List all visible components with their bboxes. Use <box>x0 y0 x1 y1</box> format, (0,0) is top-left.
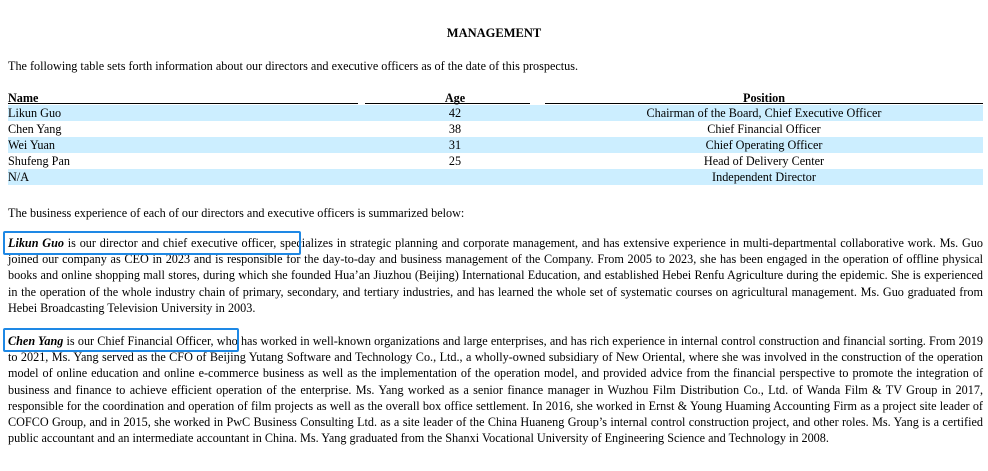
table-row: Likun Guo 42 Chairman of the Board, Chie… <box>8 105 983 121</box>
cell-position: Independent Director <box>712 170 816 184</box>
header-name: Name <box>8 91 39 105</box>
header-age-underline <box>365 103 530 104</box>
cell-name: Likun Guo <box>8 106 62 120</box>
cell-age: 38 <box>448 122 462 136</box>
summary-text: The business experience of each of our d… <box>8 206 465 220</box>
officers-table: Name Age Position Likun Guo 42 Chairman … <box>8 89 983 185</box>
table-row: Chen Yang 38 Chief Financial Officer <box>8 121 983 137</box>
intro-text: The following table sets forth informati… <box>8 59 579 73</box>
table-row: Shufeng Pan 25 Head of Delivery Center <box>8 153 983 169</box>
cell-name: Wei Yuan <box>8 138 55 152</box>
bio-role-phrase: is our Chief Financial Officer <box>63 334 211 348</box>
table-row: Wei Yuan 31 Chief Operating Officer <box>8 137 983 153</box>
bio-body: , who has worked in well-known organizat… <box>8 334 984 446</box>
table-row: N/A Independent Director <box>8 169 983 185</box>
cell-name: Chen Yang <box>8 122 62 136</box>
bio-name: Chen Yang <box>8 334 64 348</box>
cell-position: Chairman of the Board, Chief Executive O… <box>646 106 882 120</box>
header-position: Position <box>743 91 785 105</box>
highlight-box-ceo <box>3 231 301 255</box>
cell-age: 25 <box>448 154 462 168</box>
page-title: MANAGEMENT <box>446 26 542 40</box>
header-position-underline <box>545 103 983 104</box>
bio-body: , specializes in strategic planning and … <box>8 236 984 315</box>
highlight-box-cfo <box>3 328 239 352</box>
table-header: Name Age Position <box>8 89 983 105</box>
cell-age: 42 <box>448 106 462 120</box>
cell-position: Chief Operating Officer <box>705 138 823 152</box>
cell-name: N/A <box>8 170 29 184</box>
cell-name: Shufeng Pan <box>8 154 70 168</box>
bio-name: Likun Guo <box>8 236 64 250</box>
bio-role-phrase: is our director and chief executive offi… <box>63 236 274 250</box>
cell-position: Chief Financial Officer <box>707 122 821 136</box>
cell-age: 31 <box>448 138 462 152</box>
header-age: Age <box>444 91 466 105</box>
cell-position: Head of Delivery Center <box>703 154 825 168</box>
bio-likun-guo: Likun Guo is our director and chief exec… <box>8 235 983 316</box>
header-name-underline <box>8 103 358 104</box>
bio-chen-yang: Chen Yang is our Chief Financial Officer… <box>8 333 983 446</box>
